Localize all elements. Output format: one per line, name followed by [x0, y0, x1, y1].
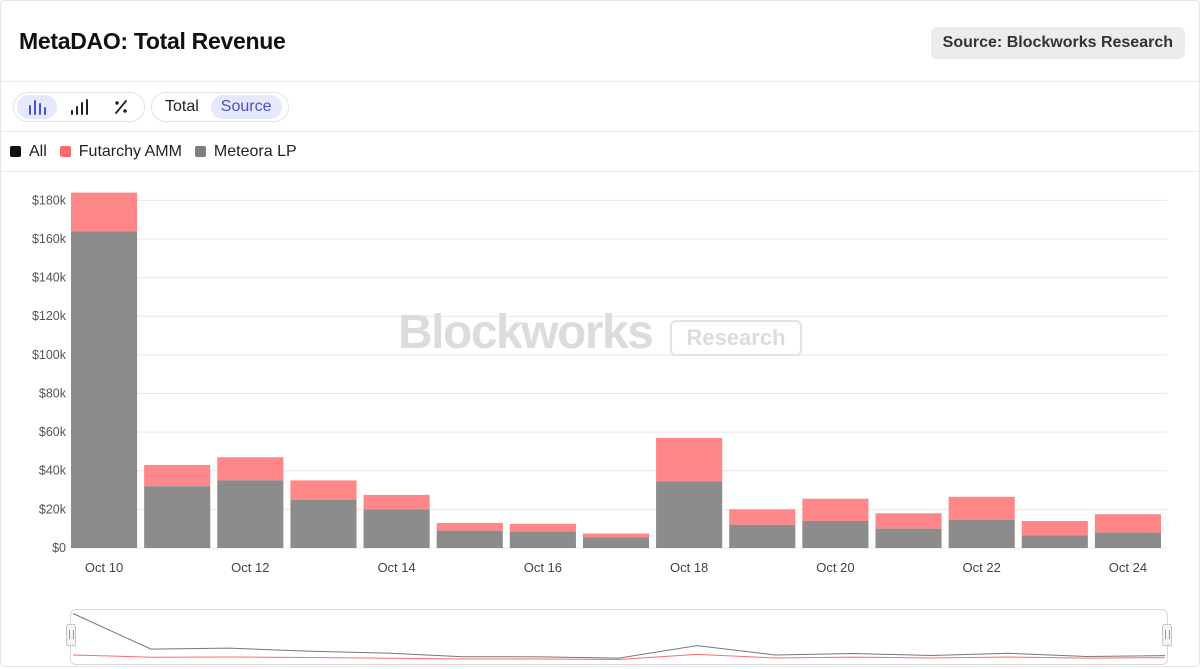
bar-meteora-lp[interactable] — [144, 486, 211, 548]
x-tick-label: Oct 18 — [670, 560, 708, 575]
x-tick-label: Oct 22 — [963, 560, 1001, 575]
bar-futarchy-amm[interactable] — [71, 192, 138, 232]
bar-futarchy-amm[interactable] — [1021, 520, 1088, 536]
y-axis: $0 $20k $40k $60k $80k $100k $120k $140k $160k $1… — [32, 193, 67, 555]
x-tick-label: Oct 14 — [377, 560, 415, 575]
y-tick-label: $40k — [39, 464, 67, 478]
bar-futarchy-amm[interactable] — [656, 437, 723, 482]
bar-futarchy-amm[interactable] — [802, 498, 869, 521]
chart-toolbar: Total Source — [1, 82, 1199, 132]
x-tick-label: Oct 20 — [816, 560, 854, 575]
y-tick-label: $180k — [32, 193, 67, 207]
card-header: MetaDAO: Total Revenue Source: Blockwork… — [1, 1, 1199, 82]
navigator-right-handle[interactable] — [1162, 624, 1172, 646]
chart-title: MetaDAO: Total Revenue — [19, 28, 286, 54]
bar-chart-icon — [29, 100, 46, 115]
bar-futarchy-amm[interactable] — [582, 533, 650, 538]
legend-label: Meteora LP — [213, 142, 297, 160]
x-tick-label: Oct 16 — [524, 560, 562, 575]
x-axis: Oct 10 Oct 12 Oct 14 Oct 16 Oct 18 Oct 20 Oct … — [85, 560, 1147, 575]
bar-futarchy-amm[interactable] — [144, 464, 211, 487]
y-tick-label: $160k — [32, 232, 67, 246]
bar-futarchy-amm[interactable] — [1094, 514, 1161, 533]
navigator-total-line — [72, 613, 1166, 659]
bar-series — [71, 192, 1161, 548]
bar-meteora-lp[interactable] — [71, 231, 138, 548]
chart-legend: All Futarchy AMM Meteora LP — [1, 132, 1199, 172]
y-tick-label: $100k — [32, 348, 67, 362]
x-tick-label: Oct 12 — [231, 560, 269, 575]
bar-meteora-lp[interactable] — [582, 537, 650, 548]
bar-meteora-lp[interactable] — [436, 530, 503, 548]
y-tick-label: $80k — [39, 386, 67, 400]
bar-meteora-lp[interactable] — [290, 499, 357, 548]
bar-meteora-lp[interactable] — [948, 519, 1015, 548]
legend-item-all[interactable]: All — [10, 143, 47, 161]
legend-label: Futarchy AMM — [78, 142, 182, 160]
bar-futarchy-amm[interactable] — [436, 522, 503, 531]
signal-bars-button[interactable] — [59, 95, 99, 119]
watermark-brand: Blockworks — [398, 306, 654, 359]
y-tick-label: $60k — [39, 425, 67, 439]
bar-meteora-lp[interactable] — [363, 509, 430, 548]
range-navigator[interactable] — [70, 609, 1168, 665]
signal-bars-icon — [71, 99, 88, 115]
y-tick-label: $140k — [32, 271, 67, 285]
bar-meteora-lp[interactable] — [509, 531, 576, 548]
source-badge[interactable]: Source: Blockworks Research — [930, 27, 1185, 59]
legend-swatch-meteora-lp — [194, 146, 206, 157]
bar-meteora-lp[interactable] — [656, 481, 723, 548]
percent-button[interactable] — [101, 95, 141, 119]
x-tick-label: Oct 24 — [1109, 560, 1147, 575]
chart-type-toggle — [13, 92, 145, 122]
navigator-preview — [72, 613, 1166, 660]
bar-futarchy-amm[interactable] — [217, 457, 284, 481]
bar-futarchy-amm[interactable] — [948, 496, 1015, 520]
bar-futarchy-amm[interactable] — [363, 494, 430, 510]
view-toggle: Total Source — [151, 92, 289, 122]
percent-icon — [115, 100, 127, 114]
bar-meteora-lp[interactable] — [802, 520, 869, 548]
legend-item-meteora-lp[interactable]: Meteora LP — [194, 142, 297, 161]
legend-item-futarchy-amm[interactable]: Futarchy AMM — [59, 142, 182, 161]
bar-futarchy-amm[interactable] — [729, 509, 796, 525]
navigator-left-handle[interactable] — [66, 624, 76, 646]
x-tick-label: Oct 10 — [85, 560, 123, 575]
bar-futarchy-amm[interactable] — [875, 513, 942, 529]
bar-meteora-lp[interactable] — [1021, 535, 1088, 548]
total-view-button[interactable]: Total — [165, 98, 199, 115]
legend-swatch-all — [10, 146, 21, 157]
bar-meteora-lp[interactable] — [217, 480, 284, 548]
watermark-tag: Research — [670, 320, 802, 356]
navigator-futarchy-line — [72, 653, 1166, 660]
y-tick-label: $120k — [32, 309, 67, 323]
revenue-bar-chart: $0 $20k $40k $60k $80k $100k $120k $140k $160k $1… — [32, 192, 1167, 575]
bar-chart-button[interactable] — [17, 95, 57, 119]
source-view-button[interactable]: Source — [210, 95, 282, 119]
y-tick-label: $0 — [52, 541, 66, 555]
bar-meteora-lp[interactable] — [1094, 532, 1161, 548]
legend-label: All — [29, 142, 47, 160]
bar-meteora-lp[interactable] — [729, 524, 796, 548]
bar-futarchy-amm[interactable] — [509, 523, 576, 532]
legend-swatch-futarchy-amm — [59, 146, 71, 157]
bar-meteora-lp[interactable] — [875, 528, 942, 548]
bar-futarchy-amm[interactable] — [290, 480, 357, 500]
y-tick-label: $20k — [39, 502, 67, 516]
